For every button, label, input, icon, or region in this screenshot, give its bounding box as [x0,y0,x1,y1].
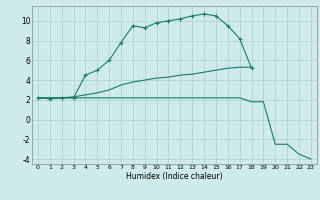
X-axis label: Humidex (Indice chaleur): Humidex (Indice chaleur) [126,172,223,181]
